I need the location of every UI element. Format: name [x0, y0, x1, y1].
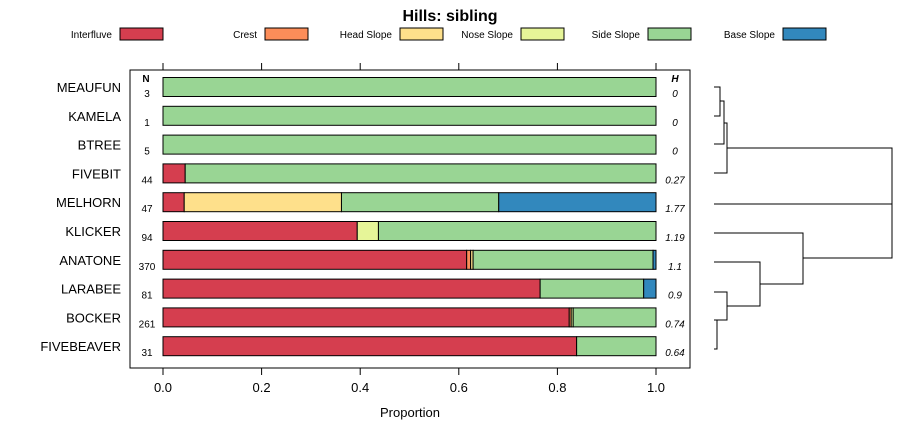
dendrogram-link: [714, 86, 721, 117]
y-tick-label: FIVEBEAVER: [40, 339, 121, 354]
chart-title: Hills: sibling: [402, 8, 497, 25]
bar-segment: [183, 192, 342, 213]
bar-segment: [472, 249, 654, 270]
bar-segment: [162, 192, 185, 213]
legend-swatch: [119, 27, 164, 41]
bar-segment: [162, 163, 186, 184]
n-label: 94: [141, 233, 153, 244]
legend-swatch: [782, 27, 827, 41]
h-column-header: H: [671, 74, 679, 85]
legend-label: Crest: [233, 30, 257, 41]
dendrogram-link: [727, 147, 893, 259]
legend-swatch: [264, 27, 309, 41]
legend-label: Base Slope: [724, 30, 776, 41]
y-tick-label: FIVEBIT: [72, 166, 121, 181]
dendrogram-link: [714, 122, 728, 174]
legend-swatch: [647, 27, 692, 41]
bar-segment: [377, 221, 657, 241]
bar-segment: [184, 163, 657, 184]
n-label: 31: [141, 348, 153, 359]
h-label: 1.1: [668, 262, 682, 273]
y-tick-label: MELHORN: [56, 195, 121, 210]
y-tick-label: LARABEE: [61, 282, 121, 297]
bar-segment: [162, 134, 657, 155]
y-tick-label: KLICKER: [65, 224, 121, 239]
bar-segment: [572, 307, 657, 328]
x-tick-label: 0.4: [351, 380, 369, 395]
legend-label: Nose Slope: [461, 30, 513, 41]
legend-label: Head Slope: [340, 30, 393, 41]
n-label: 5: [144, 147, 150, 158]
h-label: 1.77: [665, 204, 685, 215]
bar-segment: [162, 336, 578, 357]
n-label: 261: [139, 319, 156, 330]
y-tick-label: ANATONE: [59, 253, 121, 268]
bar-rows: MEAUFUN 3 0 KAMELA 1 0 BTREE 5 0 FIVEBIT 44 0.27 MEL…: [40, 77, 685, 359]
x-tick-label: 0.6: [450, 380, 468, 395]
y-tick-label: KAMELA: [68, 109, 121, 124]
bar-segment: [162, 221, 358, 241]
x-tick-label: 0.2: [253, 380, 271, 395]
bar-segment: [162, 77, 657, 97]
bar-segment: [162, 307, 570, 328]
bar-segment: [162, 249, 468, 270]
y-tick-label: BTREE: [78, 138, 122, 153]
y-tick-label: MEAUFUN: [57, 80, 121, 95]
bar-segment: [539, 278, 645, 299]
bar-segment: [576, 336, 657, 357]
h-label: 0: [672, 118, 678, 129]
x-axis-title: Proportion: [380, 405, 440, 420]
bar-segment: [356, 221, 379, 241]
bar-segment: [652, 249, 657, 270]
h-label: 1.19: [665, 233, 685, 244]
dendrogram: [714, 86, 893, 350]
n-column-header: N: [142, 74, 149, 85]
h-label: 0: [672, 147, 678, 158]
x-axis: 0.0 0.2 0.4 0.6 0.8 1.0: [154, 63, 665, 395]
plot-frame: [129, 69, 691, 369]
bar-segment: [162, 278, 541, 299]
h-label: 0.27: [665, 175, 685, 186]
n-label: 1: [144, 118, 150, 129]
dendrogram-link: [714, 261, 761, 307]
legend-swatch: [399, 27, 444, 41]
bar-segment: [498, 192, 657, 213]
x-tick-label: 1.0: [647, 380, 665, 395]
legend-swatch: [520, 27, 565, 41]
dendrogram-link: [714, 319, 718, 350]
n-label: 47: [141, 204, 153, 215]
bar-segment: [466, 249, 472, 270]
bar-segment: [340, 192, 500, 213]
legend-label: Side Slope: [592, 30, 641, 41]
bar-segment: [162, 105, 657, 126]
y-tick-label: BOCKER: [66, 310, 121, 325]
n-label: 370: [139, 262, 156, 273]
dendrogram-link: [714, 291, 728, 321]
h-label: 0: [672, 89, 678, 100]
x-tick-label: 0.8: [548, 380, 566, 395]
n-label: 3: [144, 89, 150, 100]
dendrogram-link: [714, 232, 804, 285]
h-label: 0.74: [665, 319, 685, 330]
dendrogram-link: [714, 100, 725, 145]
x-tick-label: 0.0: [154, 380, 172, 395]
h-label: 0.9: [668, 291, 682, 302]
n-label: 81: [141, 291, 153, 302]
n-label: 44: [141, 175, 153, 186]
legend-label: Interfluve: [71, 30, 113, 41]
bar-segment: [643, 278, 657, 299]
h-label: 0.64: [665, 348, 685, 359]
legend: Interfluve Crest Head Slope Nose Slope Side …: [71, 27, 827, 41]
